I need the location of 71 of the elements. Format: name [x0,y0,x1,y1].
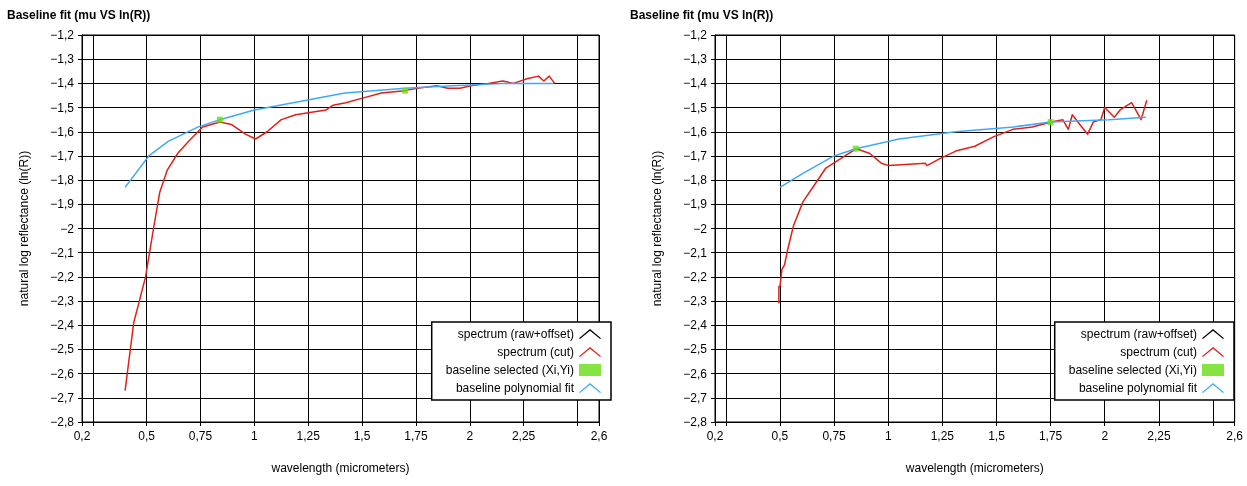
y-tick-label: −1,3 [683,52,708,67]
chart-title: Baseline fit (mu VS ln(R)) [7,8,151,22]
y-tick-label: −2,2 [683,269,708,284]
x-tick-label: 0,5 [138,429,156,443]
y-tick-label: −2,5 [50,342,75,357]
legend-label: baseline selected (Xi,Yi) [1068,363,1197,377]
y-tick-label: −2,8 [50,415,75,429]
x-tick-label: 1 [250,429,258,443]
y-tick-label: −2,3 [50,294,75,309]
y-tick-label: −1,6 [50,124,75,139]
x-tick-label: 2,6 [1226,429,1244,443]
y-tick-label: −1,4 [50,76,75,91]
x-tick-label: 0,2 [73,429,91,443]
x-tick-label: 1,25 [296,429,321,443]
x-axis-title: wavelength (micrometers) [904,461,1044,475]
y-tick-label: −1,3 [50,52,75,67]
y-tick-label: −1,9 [50,197,75,212]
y-tick-label: −2,1 [683,245,708,260]
x-tick-label: 2,25 [1147,429,1171,443]
y-tick-label: −1,6 [683,124,708,139]
y-tick-label: −2,1 [50,245,75,260]
y-tick-label: −1,7 [683,148,708,163]
x-tick-label: 0,5 [771,429,789,443]
x-tick-label: 2 [1101,429,1109,443]
x-tick-label: 0,75 [188,429,213,443]
y-tick-label: −2 [693,221,708,236]
x-tick-label: 1,5 [353,429,371,443]
x-tick-label: 0,75 [822,429,847,443]
y-tick-label: −1,2 [683,28,708,42]
y-tick-label: −2,4 [683,318,708,333]
y-axis-title: natural log reflectance (ln(R)) [650,150,664,307]
y-tick-label: −2,6 [50,366,75,381]
chart-title: Baseline fit (mu VS ln(R)) [630,8,774,22]
x-tick-label: 1,75 [1038,429,1063,443]
y-tick-label: −1,8 [683,173,708,188]
y-tick-label: −2,2 [50,269,75,284]
legend-label: spectrum (raw+offset) [1080,327,1197,341]
legend-label: baseline polynomial fit [455,381,575,395]
y-tick-label: −1,7 [50,148,75,163]
line-series [124,82,555,189]
y-tick-label: −2,8 [683,415,708,429]
x-axis-title: wavelength (micrometers) [270,461,410,475]
x-tick-label: 1,5 [988,429,1006,443]
y-tick-label: −1,4 [683,76,708,91]
line-series [778,99,1148,305]
x-tick-label: 1,25 [930,429,955,443]
x-tick-label: 1,75 [404,429,428,443]
y-tick-label: −2,3 [683,294,708,309]
line-series [779,116,1147,189]
y-tick-label: −1,5 [50,100,75,115]
x-tick-label: 2,6 [590,429,608,443]
y-tick-label: −1,9 [683,197,708,212]
legend-label: baseline selected (Xi,Yi) [445,363,574,377]
y-tick-label: −2,4 [50,318,75,333]
legend-label: spectrum (cut) [1120,345,1197,359]
y-tick-label: −1,2 [50,28,75,42]
y-tick-label: −2,7 [50,390,75,405]
x-tick-label: 1 [884,429,892,443]
y-axis-title: natural log reflectance (ln(R)) [17,150,31,307]
y-tick-label: −2 [60,221,75,236]
legend-label: spectrum (raw+offset) [457,327,574,341]
x-tick-label: 0,2 [706,429,724,443]
y-tick-label: −2,5 [683,342,708,357]
y-tick-label: −2,6 [683,366,708,381]
y-tick-label: −1,8 [50,173,75,188]
legend-label: baseline polynomial fit [1078,381,1198,395]
x-tick-label: 2,25 [511,429,536,443]
y-tick-label: −1,5 [683,100,708,115]
x-tick-label: 2 [466,429,474,443]
legend-label: spectrum (cut) [497,345,574,359]
y-tick-label: −2,7 [683,390,708,405]
